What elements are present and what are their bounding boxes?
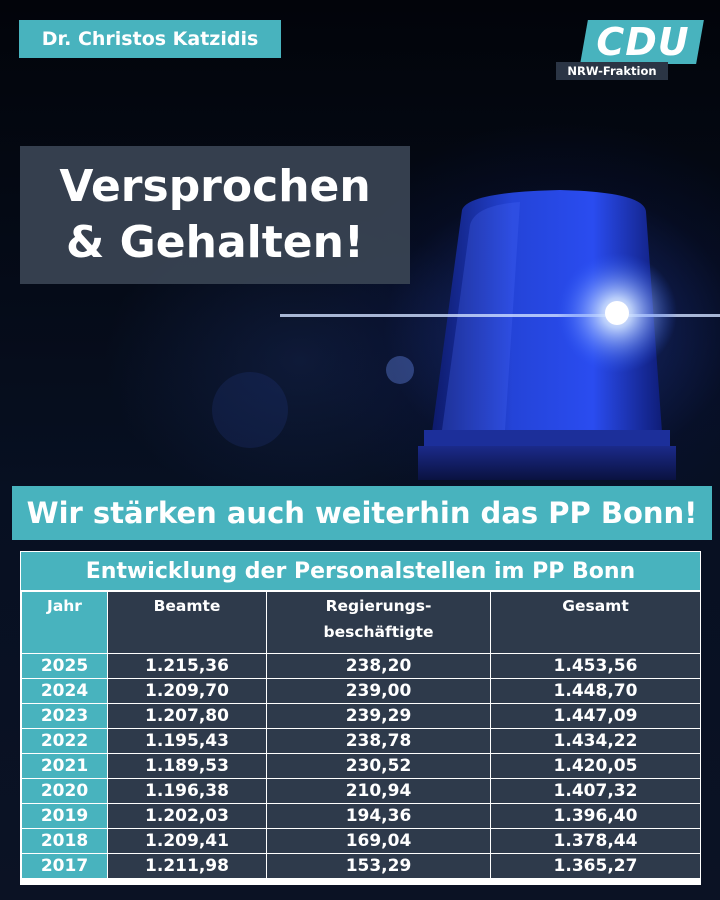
cell-officials: 1.196,38 <box>107 778 267 804</box>
cell-total: 1.378,44 <box>490 828 701 854</box>
table-row: 2019 1.202,03 194,36 1.396,40 <box>21 803 701 829</box>
cell-year: 2023 <box>21 703 108 729</box>
cell-officials: 1.211,98 <box>107 853 267 879</box>
table-row: 2024 1.209,70 239,00 1.448,70 <box>21 678 701 704</box>
cell-total: 1.365,27 <box>490 853 701 879</box>
header-year: Jahr <box>21 591 108 654</box>
table-row: 2021 1.189,53 230,52 1.420,05 <box>21 753 701 779</box>
cell-total: 1.453,56 <box>490 653 701 679</box>
table-row: 2022 1.195,43 238,78 1.434,22 <box>21 728 701 754</box>
table-row: 2020 1.196,38 210,94 1.407,32 <box>21 778 701 804</box>
cell-year: 2020 <box>21 778 108 804</box>
cell-officials: 1.207,80 <box>107 703 267 729</box>
header-total: Gesamt <box>490 591 701 654</box>
cell-total: 1.407,32 <box>490 778 701 804</box>
cell-year: 2021 <box>21 753 108 779</box>
cell-year: 2024 <box>21 678 108 704</box>
cell-employees: 238,20 <box>266 653 491 679</box>
table-row: 2023 1.207,80 239,29 1.447,09 <box>21 703 701 729</box>
cell-total: 1.447,09 <box>490 703 701 729</box>
header-employees-line-1: Regierungs- <box>325 597 432 615</box>
cell-employees: 239,29 <box>266 703 491 729</box>
table-row: 2017 1.211,98 153,29 1.365,27 <box>21 853 701 879</box>
table-title: Entwicklung der Personalstellen im PP Bo… <box>21 552 700 590</box>
cell-total: 1.448,70 <box>490 678 701 704</box>
table-row: 2018 1.209,41 169,04 1.378,44 <box>21 828 701 854</box>
logo-subtitle: NRW-Fraktion <box>556 62 668 80</box>
cell-total: 1.434,22 <box>490 728 701 754</box>
headline-line-1: Versprochen <box>59 161 371 212</box>
banner: Wir stärken auch weiterhin das PP Bonn! <box>12 486 712 540</box>
cell-officials: 1.209,41 <box>107 828 267 854</box>
cell-year: 2025 <box>21 653 108 679</box>
cdu-logo: CDU NRW-Fraktion <box>556 20 704 82</box>
author-name-tag: Dr. Christos Katzidis <box>19 20 281 58</box>
cell-officials: 1.202,03 <box>107 803 267 829</box>
cell-officials: 1.215,36 <box>107 653 267 679</box>
table-row: 2025 1.215,36 238,20 1.453,56 <box>21 653 701 679</box>
cell-employees: 169,04 <box>266 828 491 854</box>
header-employees: Regierungs- beschäftigte <box>266 591 491 654</box>
cell-officials: 1.189,53 <box>107 753 267 779</box>
header-employees-line-2: beschäftigte <box>323 623 434 641</box>
cell-employees: 238,78 <box>266 728 491 754</box>
cell-year: 2018 <box>21 828 108 854</box>
cell-employees: 239,00 <box>266 678 491 704</box>
cell-employees: 153,29 <box>266 853 491 879</box>
staff-table: Entwicklung der Personalstellen im PP Bo… <box>20 551 701 885</box>
data-table: Jahr Beamte Regierungs- beschäftigte Ges… <box>21 591 701 879</box>
cell-total: 1.420,05 <box>490 753 701 779</box>
cell-officials: 1.195,43 <box>107 728 267 754</box>
cell-employees: 194,36 <box>266 803 491 829</box>
cell-year: 2019 <box>21 803 108 829</box>
cell-employees: 210,94 <box>266 778 491 804</box>
header-officials: Beamte <box>107 591 267 654</box>
cell-year: 2017 <box>21 853 108 879</box>
logo-text: CDU <box>596 20 690 64</box>
headline-box: Versprochen & Gehalten! <box>20 146 410 284</box>
headline-line-2: & Gehalten! <box>65 217 364 268</box>
cell-total: 1.396,40 <box>490 803 701 829</box>
cell-employees: 230,52 <box>266 753 491 779</box>
cell-year: 2022 <box>21 728 108 754</box>
cell-officials: 1.209,70 <box>107 678 267 704</box>
table-header-row: Jahr Beamte Regierungs- beschäftigte Ges… <box>21 591 701 654</box>
